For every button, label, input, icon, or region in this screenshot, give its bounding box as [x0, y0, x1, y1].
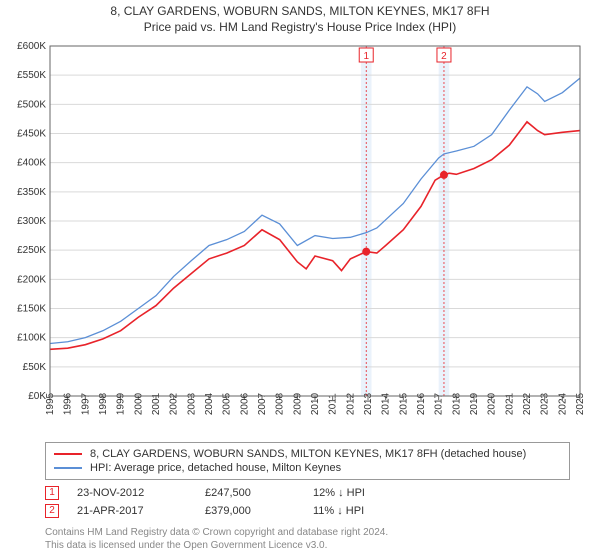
footer-line: This data is licensed under the Open Gov…: [45, 539, 570, 552]
marker-hpi: 12% ↓ HPI: [313, 487, 403, 499]
svg-text:£150K: £150K: [17, 304, 46, 315]
marker-hpi: 11% ↓ HPI: [313, 505, 403, 517]
legend-swatch: [54, 453, 82, 455]
svg-text:£500K: £500K: [17, 99, 46, 110]
legend-swatch: [54, 467, 82, 469]
legend-label: 8, CLAY GARDENS, WOBURN SANDS, MILTON KE…: [90, 448, 526, 460]
svg-text:£600K: £600K: [17, 41, 46, 52]
footer-line: Contains HM Land Registry data © Crown c…: [45, 526, 570, 539]
legend-item: HPI: Average price, detached house, Milt…: [54, 461, 561, 475]
svg-text:1: 1: [363, 51, 369, 62]
chart-legend: 8, CLAY GARDENS, WOBURN SANDS, MILTON KE…: [45, 442, 570, 480]
svg-text:£450K: £450K: [17, 129, 46, 140]
legend-label: HPI: Average price, detached house, Milt…: [90, 462, 341, 474]
marker-row: 2 21-APR-2017 £379,000 11% ↓ HPI: [45, 502, 570, 520]
page-subtitle: Price paid vs. HM Land Registry's House …: [0, 18, 600, 34]
svg-text:£550K: £550K: [17, 70, 46, 81]
svg-text:£200K: £200K: [17, 274, 46, 285]
page-title: 8, CLAY GARDENS, WOBURN SANDS, MILTON KE…: [0, 4, 600, 18]
marker-price: £247,500: [205, 487, 295, 499]
svg-text:£400K: £400K: [17, 158, 46, 169]
marker-badge: 2: [45, 504, 59, 518]
svg-text:£0K: £0K: [28, 391, 46, 402]
marker-date: 21-APR-2017: [77, 505, 187, 517]
marker-badge: 1: [45, 486, 59, 500]
svg-text:£350K: £350K: [17, 187, 46, 198]
marker-row: 1 23-NOV-2012 £247,500 12% ↓ HPI: [45, 484, 570, 502]
legend-item: 8, CLAY GARDENS, WOBURN SANDS, MILTON KE…: [54, 447, 561, 461]
marker-price: £379,000: [205, 505, 295, 517]
price-chart: £0K £50K £100K £150K £200K £250K £300K £350K £40…: [0, 36, 600, 436]
svg-text:£300K: £300K: [17, 216, 46, 227]
svg-text:£100K: £100K: [17, 333, 46, 344]
sale-markers: 1 23-NOV-2012 £247,500 12% ↓ HPI 2 21-AP…: [45, 484, 570, 520]
svg-text:2: 2: [441, 51, 447, 62]
footer-attribution: Contains HM Land Registry data © Crown c…: [45, 526, 570, 552]
marker-date: 23-NOV-2012: [77, 487, 187, 499]
svg-text:£50K: £50K: [23, 362, 47, 373]
svg-text:£250K: £250K: [17, 245, 46, 256]
